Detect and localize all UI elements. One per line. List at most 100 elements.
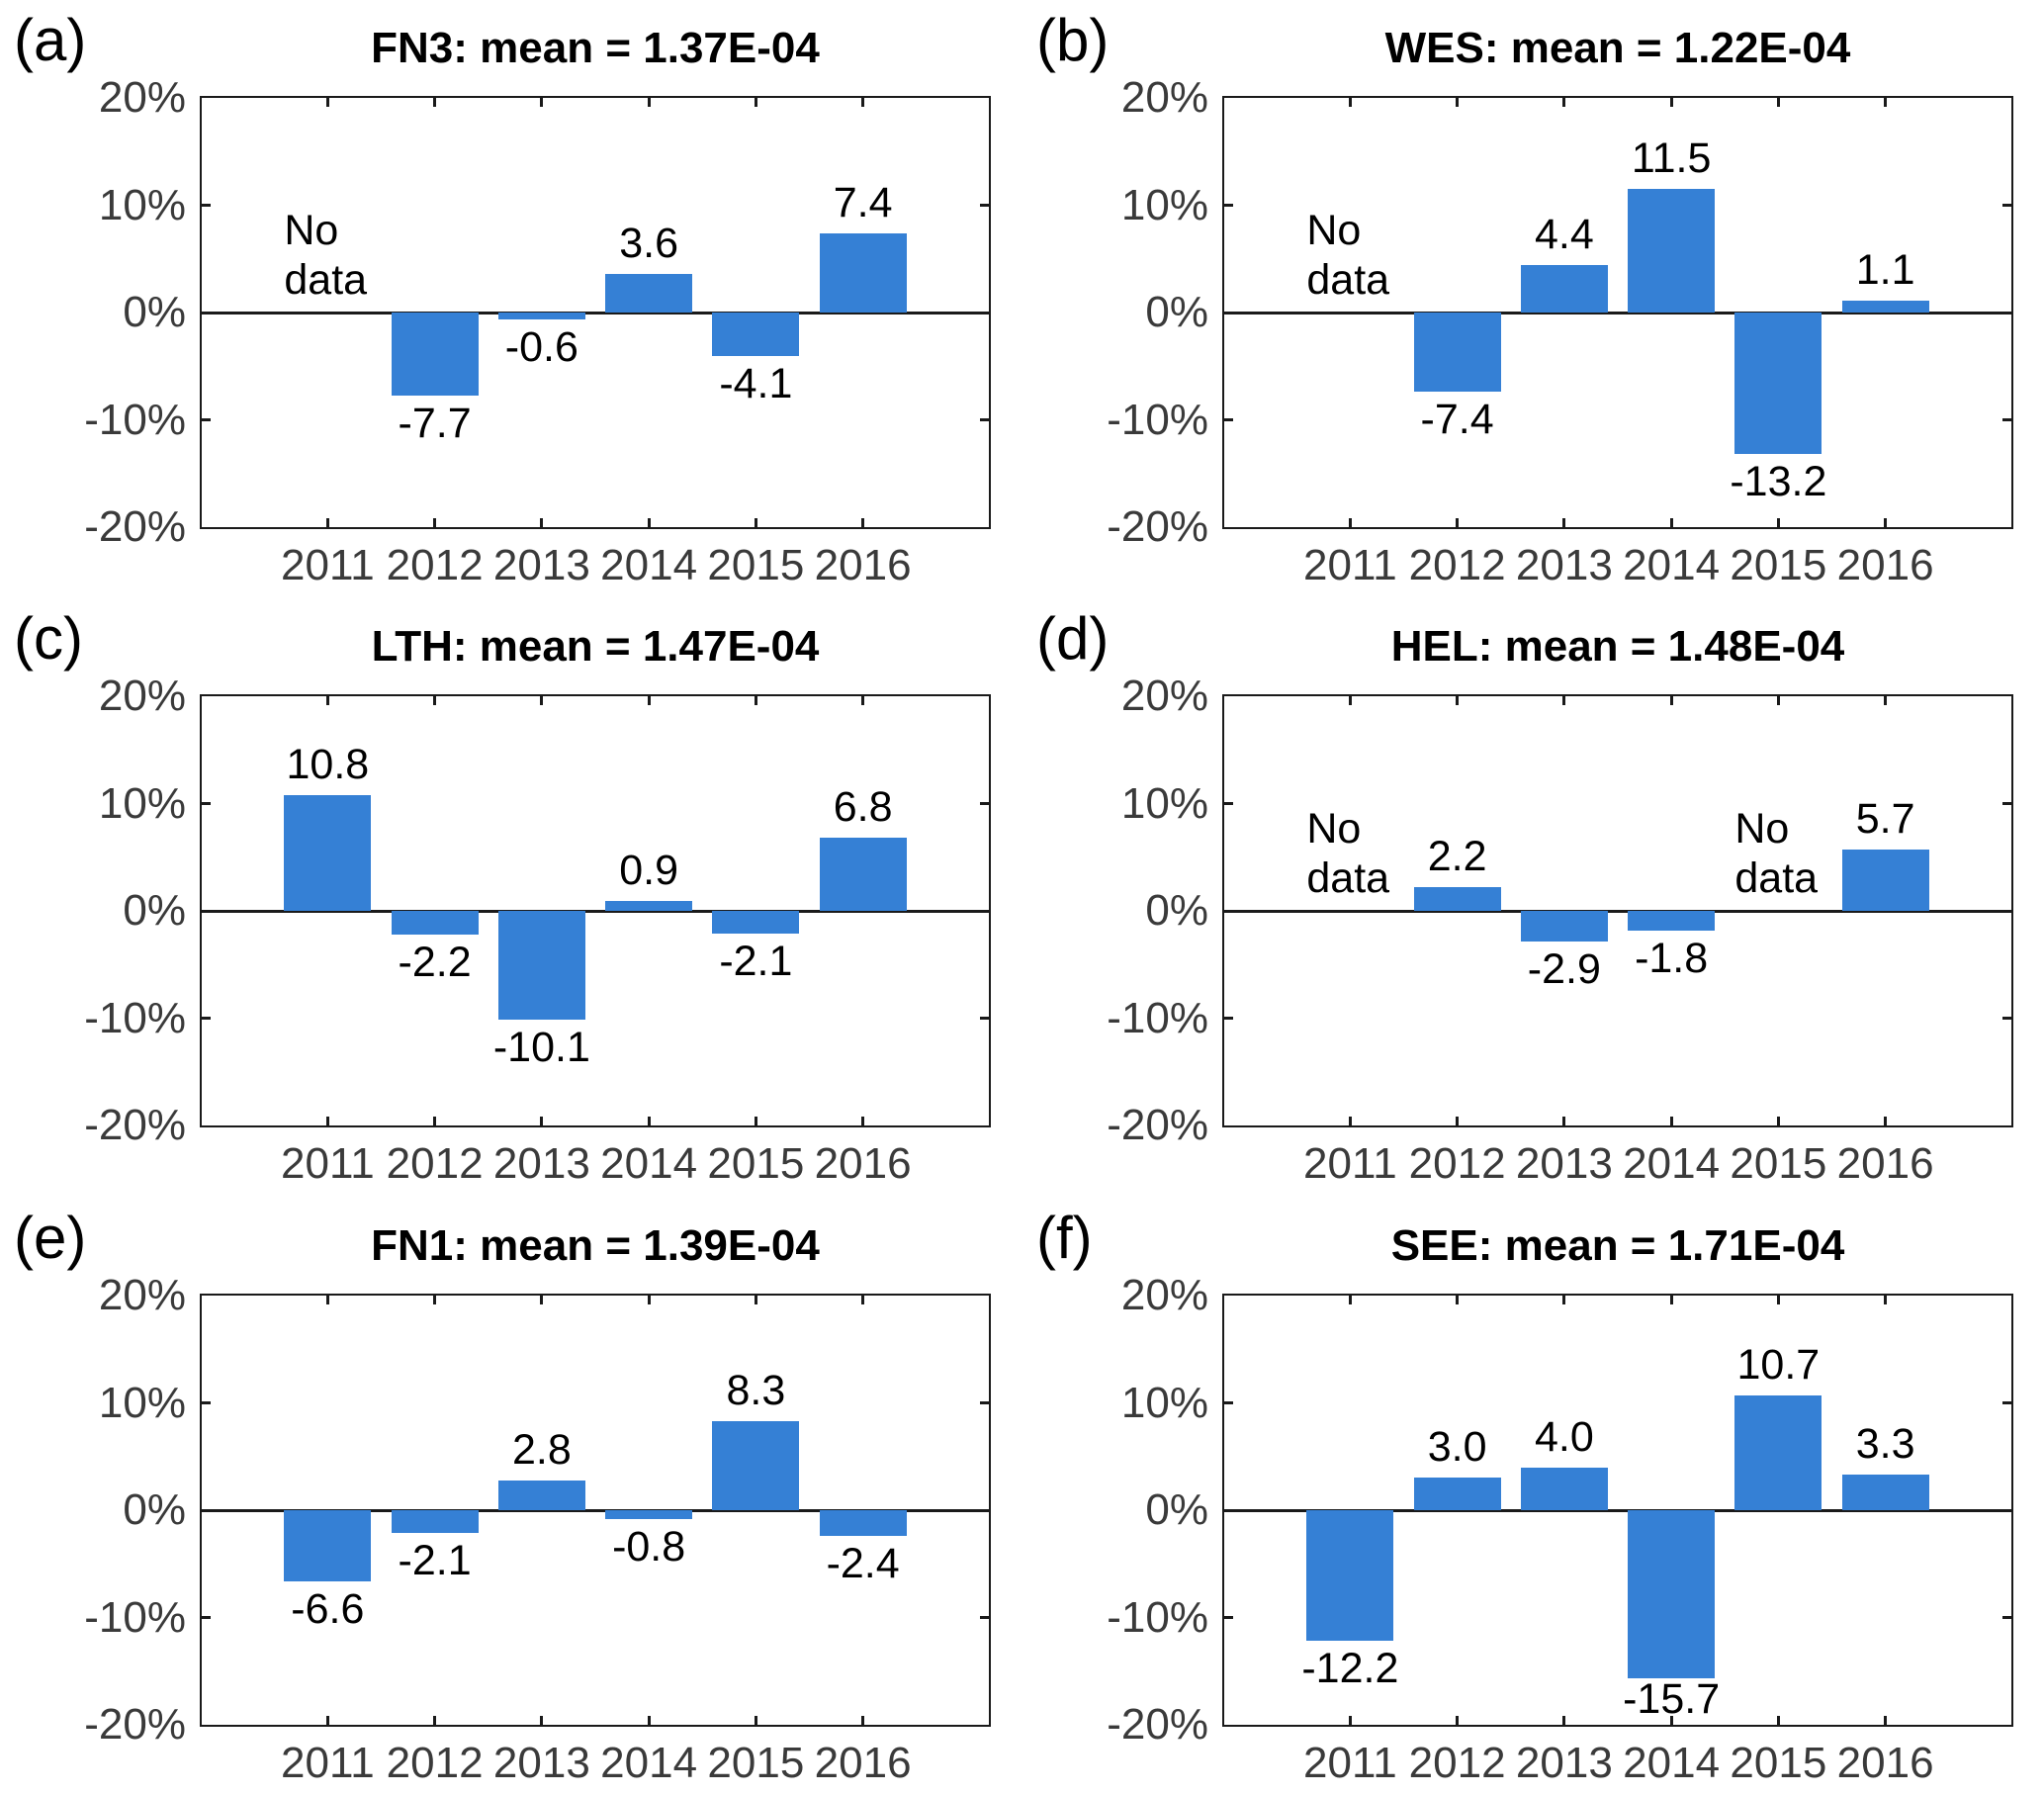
y-tick-label: -20% [84,1101,186,1149]
x-tick-label: 2013 [1515,541,1613,589]
tick-mark [1884,1296,1888,1304]
tick-mark [1669,1716,1673,1725]
tick-mark [980,802,989,805]
bar-value-label: 8.3 [726,1366,786,1414]
x-tick-label: 2014 [600,1739,698,1787]
tick-mark [325,98,329,107]
x-tick-label: 2011 [1303,1139,1397,1188]
tick-mark [1224,1508,1233,1512]
tick-mark [202,204,211,207]
bar-value-label: 4.0 [1534,1412,1594,1461]
tick-mark [1562,1716,1566,1725]
tick-mark [433,1117,437,1125]
tick-mark [433,1716,437,1725]
x-tick-label: 2015 [1730,541,1827,589]
no-data-line: data [1734,854,1819,902]
tick-mark [325,1117,329,1125]
x-tick-label: 2013 [492,1139,590,1188]
tick-mark [1776,1117,1780,1125]
x-tick-label: 2016 [814,1139,912,1188]
no-data-line: data [1306,256,1390,304]
tick-mark [1456,98,1460,107]
tick-mark [754,1117,757,1125]
y-tick-label: -10% [1107,993,1208,1042]
bar-value-label: -6.6 [291,1584,365,1633]
tick-mark [861,1117,865,1125]
panel-e: (e) FN1: mean = 1.39E-04 -6.6 -2.1 2.8 -0.8 8.… [0,1198,1022,1796]
x-tick-label: 2011 [281,541,375,589]
tick-mark [1669,1296,1673,1304]
bar-value-label: -4.1 [719,360,793,408]
y-tick-label: -20% [1107,1700,1208,1749]
tick-mark [433,98,437,107]
tick-mark [2002,1616,2011,1619]
tick-mark [1884,518,1888,527]
x-tick-label: 2012 [386,541,484,589]
panel-title: FN1: mean = 1.39E-04 [371,1221,820,1270]
x-tick-label: 2012 [1408,1739,1506,1787]
tick-mark [1348,696,1352,705]
panel-letter: (d) [1036,605,1110,672]
y-tick-label: 0% [1145,886,1208,935]
bar-value-label: -2.1 [719,937,793,985]
bar [1734,313,1822,455]
bar-value-label: -12.2 [1301,1645,1399,1693]
y-tick-label: 10% [1120,180,1208,229]
plot-box: -7.7 -0.6 3.6 -4.1 7.4 No data [200,96,991,529]
x-tick-label: 2012 [1408,541,1506,589]
no-data-line: No [284,207,339,254]
bar-value-label: 10.8 [286,740,370,788]
no-data-label: No data [284,206,367,305]
y-tick-label: 20% [1120,73,1208,122]
tick-mark [1456,1117,1460,1125]
bar [712,313,800,357]
tick-mark [980,1017,989,1020]
bar [819,1510,907,1537]
bar [605,273,693,313]
tick-mark [980,311,989,314]
tick-mark [1348,98,1352,107]
bar-value-label: -1.8 [1635,934,1709,982]
x-tick-label: 2013 [492,1739,590,1787]
bar [1841,301,1929,313]
bar-value-label: -13.2 [1730,458,1827,506]
tick-mark [754,1716,757,1725]
tick-mark [980,909,989,913]
tick-mark [540,696,544,705]
tick-mark [1884,1117,1888,1125]
tick-mark [202,1616,211,1619]
bar [819,232,907,313]
bar-value-label: 4.4 [1534,211,1594,259]
panel-b: (b) WES: mean = 1.22E-04 -7.4 4.4 11.5 -13.2 1… [1022,0,2044,598]
y-tick-label: -10% [84,1592,186,1642]
panel-letter: (c) [14,605,83,672]
tick-mark [1224,909,1233,913]
x-tick-label: 2016 [1836,1739,1934,1787]
x-tick-label: 2015 [1730,1739,1827,1787]
y-tick-label: 10% [1120,778,1208,828]
tick-mark [861,518,865,527]
tick-mark [202,802,211,805]
tick-mark [1224,1017,1233,1020]
tick-mark [2002,204,2011,207]
tick-mark [1224,204,1233,207]
tick-mark [647,98,651,107]
panel-title: HEL: mean = 1.48E-04 [1390,622,1845,671]
x-tick-label: 2012 [386,1139,484,1188]
bar-value-label: 10.7 [1736,1340,1821,1389]
no-data-line: data [1306,854,1390,902]
no-data-line: No [1734,805,1790,853]
tick-mark [1456,1716,1460,1725]
tick-mark [325,1296,329,1304]
x-tick-label: 2012 [386,1739,484,1787]
panel-f: (f) SEE: mean = 1.71E-04 -12.2 3.0 4.0 -15.7 1… [1022,1198,2044,1796]
tick-mark [1669,1117,1673,1125]
y-tick-label: 10% [1120,1378,1208,1427]
tick-mark [1224,1401,1233,1404]
no-data-label: No data [1734,804,1818,903]
y-tick-label: -10% [84,993,186,1042]
tick-mark [861,1296,865,1304]
tick-mark [1562,696,1566,705]
tick-mark [1348,1117,1352,1125]
bar [1520,911,1608,943]
